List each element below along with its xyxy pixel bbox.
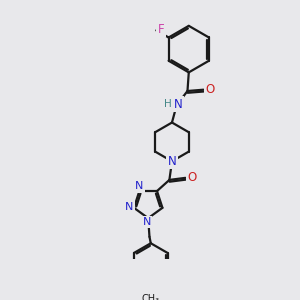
Text: O: O (187, 171, 196, 184)
Text: N: N (173, 98, 182, 111)
Text: N: N (125, 202, 134, 212)
Text: N: N (143, 217, 151, 227)
Text: H: H (164, 99, 172, 109)
Text: N: N (168, 155, 176, 168)
Text: O: O (205, 83, 214, 96)
Text: CH₃: CH₃ (142, 294, 160, 300)
Text: N: N (135, 182, 144, 191)
Text: F: F (158, 22, 164, 36)
